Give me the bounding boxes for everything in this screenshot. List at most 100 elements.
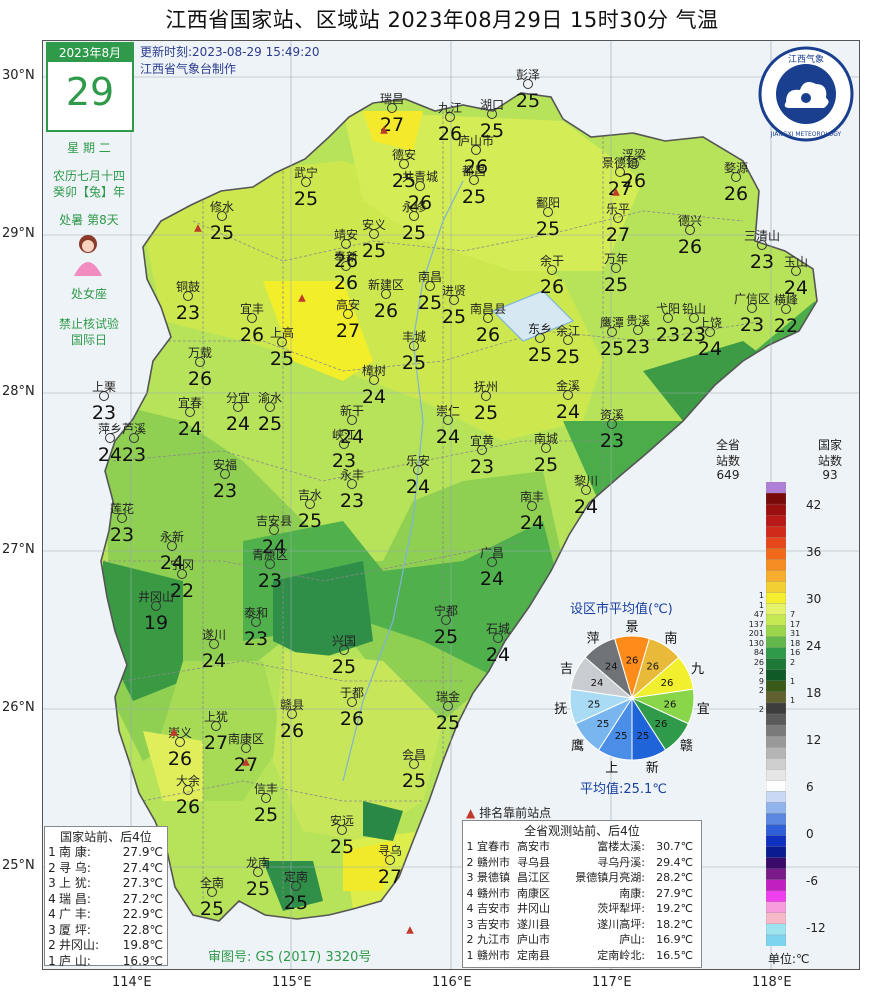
station-name: 赣县 bbox=[279, 698, 305, 712]
station-name: 都昌 bbox=[461, 164, 487, 178]
station-marker bbox=[347, 479, 357, 489]
legend-count-national: 17 bbox=[790, 619, 801, 629]
station-name: 永修 bbox=[401, 200, 427, 214]
station-name: 南昌 bbox=[417, 270, 443, 284]
station-marker bbox=[563, 335, 573, 345]
legend-color-step bbox=[766, 559, 786, 572]
legend-color-step bbox=[766, 868, 786, 881]
station-temp: 23 bbox=[212, 480, 238, 502]
station-name: 奉新 bbox=[333, 250, 359, 264]
station-temp: 24 bbox=[519, 512, 545, 534]
rank-county: 井冈山 bbox=[517, 902, 550, 915]
rank-value: 27.4℃ bbox=[122, 860, 163, 875]
station-name: 德安 bbox=[391, 148, 417, 162]
station-temp: 25 bbox=[555, 346, 581, 368]
station-name: 吉水 bbox=[297, 488, 323, 502]
rank-number: 4 bbox=[466, 886, 474, 900]
legend-color-step bbox=[766, 570, 786, 583]
station-temp: 23 bbox=[257, 570, 283, 592]
top-station-triangle-icon: ▲ bbox=[298, 292, 306, 304]
rank-city: 赣州市 bbox=[477, 886, 510, 900]
station-name: 宁冈 bbox=[169, 558, 195, 572]
station-name: 湖口 bbox=[479, 98, 505, 112]
station-name: 峡江 bbox=[331, 428, 357, 442]
station-name: 永新 bbox=[159, 530, 185, 544]
legend-color-step bbox=[766, 769, 786, 781]
station-temp: 26 bbox=[373, 300, 399, 322]
station-temp: 26 bbox=[175, 796, 201, 818]
station-temp: 26 bbox=[621, 170, 647, 192]
rank-county: 南康区 bbox=[517, 886, 550, 900]
zodiac-label: 处女座 bbox=[70, 287, 107, 301]
station-temp: 25 bbox=[253, 804, 279, 826]
station-marker bbox=[443, 701, 453, 711]
station-name: 铜鼓 bbox=[175, 280, 201, 294]
station-marker bbox=[341, 261, 351, 271]
legend-color-step bbox=[766, 581, 786, 594]
legend-color-step bbox=[766, 923, 786, 936]
legend-color-step bbox=[766, 780, 786, 792]
station-name: 瑞昌 bbox=[379, 92, 405, 106]
station-marker bbox=[253, 867, 263, 877]
weekday: 星 期 二 bbox=[67, 141, 111, 155]
station-marker bbox=[613, 213, 623, 223]
station-marker bbox=[347, 697, 357, 707]
station-name: 宜黄 bbox=[469, 434, 495, 448]
station-name: 青原区 bbox=[251, 548, 289, 562]
station-temp: 25 bbox=[297, 510, 323, 532]
station-marker bbox=[663, 313, 673, 323]
station-name: 余干 bbox=[539, 254, 565, 268]
pie-slice-label: 抚 bbox=[554, 702, 567, 717]
station-name: 庐山市 bbox=[457, 134, 495, 148]
station-temp: 26 bbox=[239, 324, 265, 346]
rank-value: 29.4℃ bbox=[656, 855, 693, 869]
station-marker bbox=[369, 229, 379, 239]
page-title: 江西省国家站、区域站 2023年08月29日 15时30分 气温 bbox=[165, 8, 719, 32]
rank-value: 30.7℃ bbox=[656, 840, 693, 853]
rank-value: 27.2℃ bbox=[122, 891, 163, 906]
station-marker bbox=[409, 211, 419, 221]
station-name: 抚州 bbox=[473, 380, 499, 394]
station-temp: 23 bbox=[109, 524, 135, 546]
rank-city: 吉安市 bbox=[477, 917, 510, 931]
legend-color-step bbox=[766, 735, 786, 748]
rank-station: 上 犹: bbox=[59, 876, 91, 890]
station-temp: 24 bbox=[479, 568, 505, 590]
station-temp: 27 bbox=[233, 754, 259, 776]
station-name: 贵溪 bbox=[625, 314, 651, 328]
pie-slice-label: 九 bbox=[691, 662, 704, 677]
station-name: 萍乡 bbox=[97, 422, 123, 436]
station-temp: 25 bbox=[535, 218, 561, 240]
legend-color-step bbox=[766, 857, 786, 870]
station-temp: 26 bbox=[437, 123, 463, 145]
station-name: 南昌县 bbox=[469, 302, 507, 316]
station-name: 全南 bbox=[199, 876, 225, 890]
pie-slice-label: 鹰 bbox=[571, 738, 584, 754]
station-name: 婺源 bbox=[723, 161, 749, 175]
pie-slice-label: 景 bbox=[625, 620, 638, 635]
pie-slice-value: 25 bbox=[636, 731, 649, 742]
legend-count-national: 2 bbox=[790, 657, 796, 667]
station-temp: 25 bbox=[473, 402, 499, 424]
legend-count-all: 84 bbox=[753, 648, 764, 657]
legend-color-step bbox=[766, 802, 786, 815]
rivers bbox=[342, 180, 575, 782]
rank-site: 富楼太溪: bbox=[597, 840, 645, 853]
legend-color-step bbox=[766, 503, 786, 516]
station-marker bbox=[217, 211, 227, 221]
station-temp: 27 bbox=[379, 114, 405, 136]
map-frame bbox=[42, 40, 860, 970]
station-marker bbox=[757, 240, 767, 250]
station-name: 德兴 bbox=[677, 214, 703, 228]
station-temp: 25 bbox=[461, 186, 487, 208]
station-marker bbox=[731, 172, 741, 182]
station-name: 于都 bbox=[339, 686, 365, 700]
station-marker bbox=[445, 112, 455, 122]
station-marker bbox=[611, 263, 621, 273]
lat-label-26: 26°N bbox=[2, 700, 35, 715]
legend-color-step bbox=[766, 835, 786, 848]
pie-slice-value: 26 bbox=[664, 699, 677, 710]
